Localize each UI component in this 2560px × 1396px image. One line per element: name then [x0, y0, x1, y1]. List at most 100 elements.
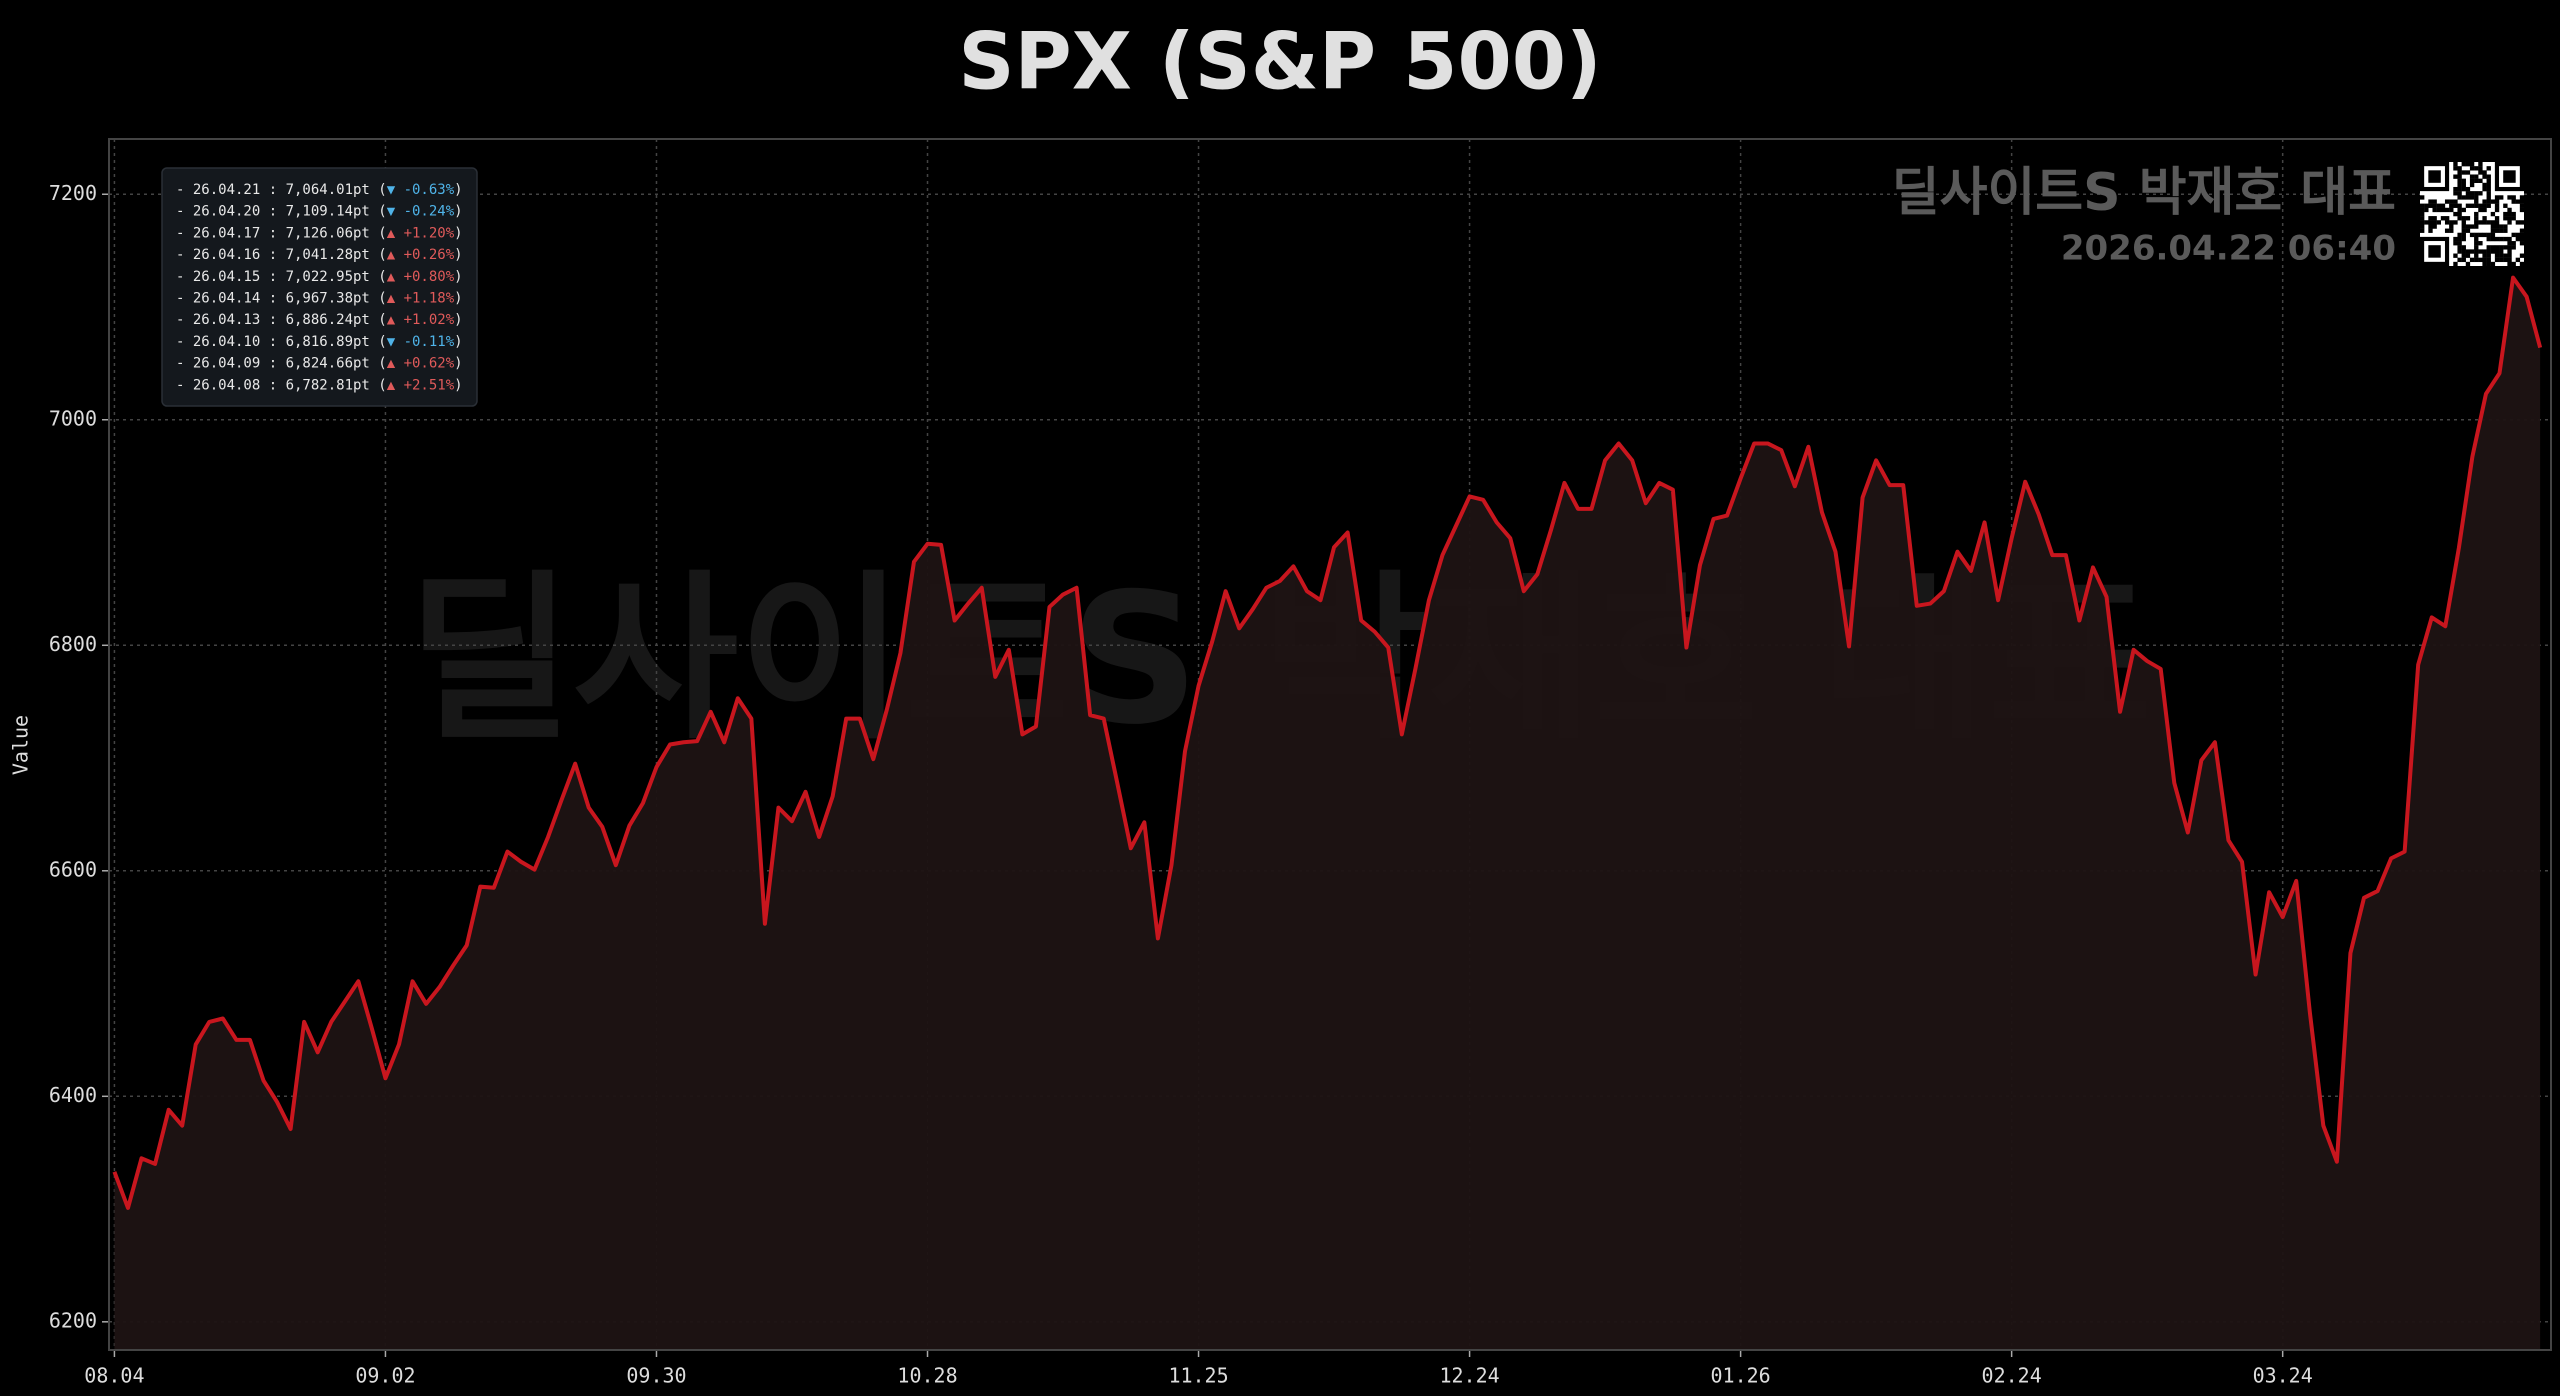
legend-entry: - 26.04.13 : 6,886.24pt (▲ +1.02%): [176, 312, 463, 328]
qr-cell: [2474, 224, 2479, 229]
qr-cell: [2461, 257, 2466, 263]
legend-change: ▲ +2.51%: [387, 377, 455, 393]
qr-cell: [2420, 224, 2425, 229]
qr-cell: [2494, 228, 2500, 233]
legend-label: - 26.04.14 : 6,967.38pt (: [176, 291, 387, 307]
qr-cell: [2478, 241, 2483, 246]
qr-cell: [2486, 249, 2491, 254]
qr-cell: [2465, 253, 2471, 258]
legend-change: ▲ +0.26%: [387, 247, 455, 263]
legend-change: ▼ -0.11%: [387, 334, 455, 350]
qr-cell: [2465, 186, 2471, 192]
qr-cell: [2449, 224, 2454, 229]
legend-end: ): [454, 269, 462, 285]
qr-cell: [2428, 224, 2433, 229]
qr-cell: [2420, 207, 2425, 213]
qr-cell: [2474, 195, 2479, 200]
qr-cell: [2465, 203, 2471, 208]
qr-cell: [2457, 216, 2462, 221]
qr-cell: [2515, 199, 2521, 204]
qr-cell: [2486, 220, 2491, 225]
qr-cell: [2465, 224, 2471, 229]
legend-end: ): [454, 291, 462, 307]
qr-cell: [2478, 166, 2483, 171]
qr-cell: [2482, 199, 2487, 204]
qr-cell: [2478, 257, 2483, 263]
legend-end: ): [454, 182, 462, 198]
qr-cell: [2494, 203, 2500, 208]
qr-cell: [2507, 220, 2512, 225]
area: [114, 277, 2541, 1350]
qr-cell: [2478, 232, 2483, 238]
qr-cell: [2503, 216, 2508, 221]
legend-label: - 26.04.17 : 7,126.06pt (: [176, 225, 387, 241]
qr-cell: [2511, 211, 2516, 217]
qr-cell: [2432, 220, 2437, 225]
qr-cell: [2519, 220, 2525, 225]
x-tick-label: 11.25: [1168, 1364, 1228, 1388]
qr-cell: [2519, 253, 2525, 258]
x-tick-label: 10.28: [897, 1364, 957, 1388]
qr-cell: [2474, 232, 2479, 238]
qr-cell: [2486, 257, 2491, 263]
qr-cell: [2490, 228, 2496, 233]
qr-cell: [2453, 162, 2458, 167]
qr-cell: [2482, 207, 2487, 213]
qr-cell: [2457, 174, 2462, 179]
qr-cell: [2486, 245, 2491, 250]
qr-cell: [2519, 261, 2525, 267]
qr-cell: [2503, 253, 2508, 258]
qr-cell: [2503, 236, 2508, 242]
y-tick-label: 6800: [49, 632, 97, 656]
qr-cell: [2474, 245, 2479, 250]
x-tick-label: 09.02: [355, 1364, 415, 1388]
qr-cell: [2482, 257, 2487, 263]
qr-cell: [2453, 166, 2458, 171]
qr-cell: [2519, 207, 2525, 213]
qr-cell: [2457, 207, 2462, 213]
qr-cell: [2490, 224, 2496, 229]
qr-cell: [2424, 207, 2429, 213]
qr-finder: [2428, 245, 2441, 258]
x-tick-label: 09.30: [626, 1364, 686, 1388]
qr-cell: [2469, 182, 2475, 188]
qr-cell: [2490, 220, 2496, 225]
qr-cell: [2449, 207, 2454, 213]
qr-cell: [2507, 207, 2512, 213]
qr-cell: [2474, 257, 2479, 263]
x-tick-label: 08.04: [84, 1364, 144, 1388]
qr-cell: [2461, 170, 2466, 175]
qr-cell: [2469, 203, 2475, 208]
legend-change: ▲ +1.18%: [387, 291, 455, 307]
qr-cell: [2490, 249, 2496, 254]
legend-entry: - 26.04.09 : 6,824.66pt (▲ +0.62%): [176, 356, 463, 372]
qr-cell: [2449, 203, 2454, 208]
qr-cell: [2507, 216, 2512, 221]
qr-cell: [2440, 216, 2446, 221]
qr-cell: [2478, 207, 2483, 213]
qr-cell: [2444, 216, 2450, 221]
qr-cell: [2457, 182, 2462, 188]
legend-change: ▲ +1.20%: [387, 225, 455, 241]
qr-cell: [2486, 253, 2491, 258]
qr-cell: [2499, 257, 2504, 263]
qr-cell: [2457, 170, 2462, 175]
qr-cell: [2420, 211, 2425, 217]
qr-cell: [2461, 228, 2466, 233]
legend-label: - 26.04.20 : 7,109.14pt (: [176, 204, 387, 220]
qr-cell: [2428, 199, 2433, 204]
qr-cell: [2444, 199, 2450, 204]
qr-cell: [2511, 216, 2516, 221]
qr-cell: [2519, 228, 2525, 233]
qr-cell: [2494, 195, 2500, 200]
qr-cell: [2449, 228, 2454, 233]
legend-end: ): [454, 334, 462, 350]
qr-cell: [2457, 195, 2462, 200]
legend-end: ): [454, 377, 462, 393]
qr-cell: [2511, 232, 2516, 238]
legend-end: ): [454, 356, 462, 372]
qr-cell: [2453, 220, 2458, 225]
y-tick-label: 6200: [49, 1308, 97, 1332]
qr-cell: [2444, 207, 2450, 213]
